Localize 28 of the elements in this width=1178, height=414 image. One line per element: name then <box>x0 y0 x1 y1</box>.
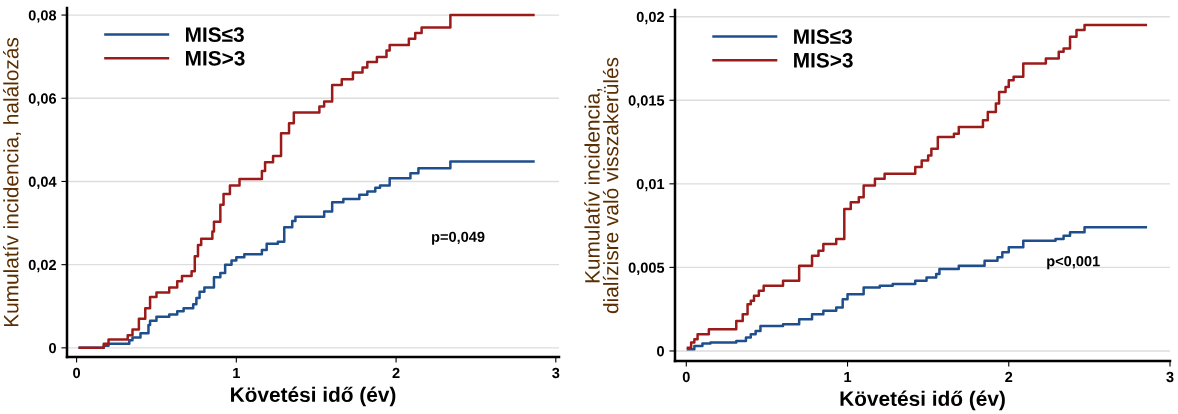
x-tick-label: 0 <box>682 371 690 383</box>
x-tick-label: 2 <box>392 367 400 378</box>
y-tick-label: 0,015 <box>628 95 665 108</box>
legend-label: MIS≤3 <box>185 27 244 43</box>
x-tick-label: 2 <box>1005 371 1013 382</box>
y-tick-label: 0,02 <box>636 11 664 25</box>
y-tick-label: 0 <box>657 346 664 357</box>
legend-label: MIS≤3 <box>794 29 853 45</box>
y-tick-label: 0,04 <box>28 176 57 189</box>
x-tick-label: 0 <box>73 367 81 379</box>
x-tick-label: 1 <box>844 371 852 382</box>
annotation: p<0,001 <box>1047 256 1100 270</box>
y-axis-title: Kumulatív incidencia, dialízisre való visszakerülés <box>584 57 619 314</box>
legend-label: MIS>3 <box>185 50 245 66</box>
legend-label: MIS>3 <box>794 52 853 68</box>
x-tick-label: 3 <box>552 367 560 379</box>
y-tick-label: 0,01 <box>636 178 665 192</box>
y-tick-label: 0,06 <box>28 93 57 106</box>
y-axis-title: Kumulatív incidencia, halálozás <box>2 37 21 327</box>
y-tick-label: 0,08 <box>28 10 57 23</box>
x-tick-label: 1 <box>233 367 240 378</box>
annotation: p=0,049 <box>432 231 485 245</box>
x-axis-title: Követési idő (év) <box>840 390 1005 411</box>
x-axis-title: Követési idő (év) <box>231 386 396 407</box>
x-tick-label: 3 <box>1166 371 1174 383</box>
y-tick-label: 0,005 <box>628 262 665 275</box>
y-tick-label: 0 <box>49 342 56 354</box>
y-tick-label: 0,02 <box>28 259 56 273</box>
